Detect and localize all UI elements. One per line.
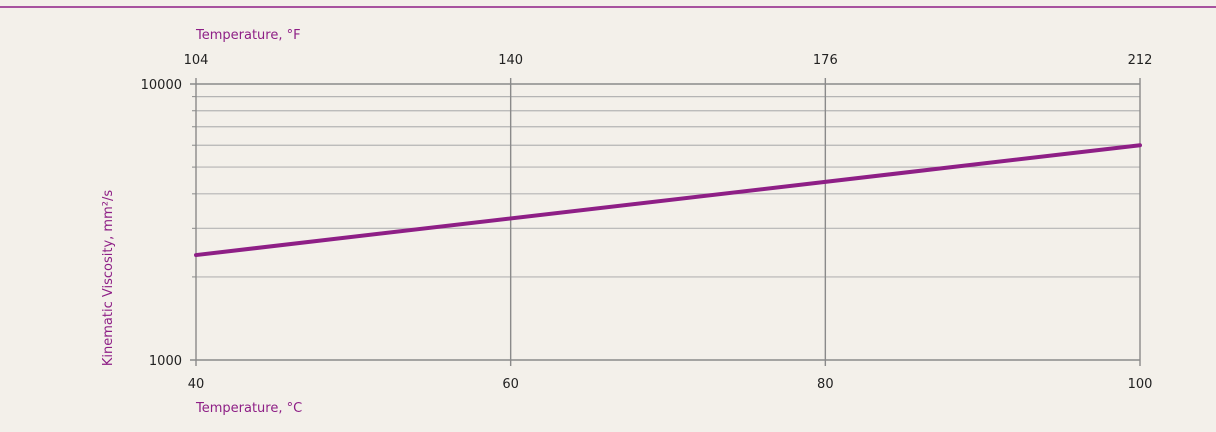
y-axis-title: Kinematic Viscosity, mm²/s — [101, 190, 116, 366]
top-x-axis-title: Temperature, °F — [195, 28, 301, 43]
x-top-tick-label: 212 — [1128, 53, 1153, 68]
y-tick-label: 10000 — [141, 78, 182, 93]
tick-labels: 40 60 80 100 104 140 176 212 1000 10000 — [141, 53, 1153, 392]
axes — [192, 96, 196, 278]
x-bottom-tick-label: 40 — [188, 377, 205, 392]
x-top-tick-label: 140 — [498, 53, 523, 68]
x-bottom-tick-label: 60 — [502, 377, 519, 392]
gridlines — [190, 78, 1141, 366]
y-tick-label: 1000 — [149, 354, 182, 369]
x-bottom-tick-label: 100 — [1128, 377, 1153, 392]
x-bottom-tick-label: 80 — [817, 377, 834, 392]
x-top-tick-label: 104 — [184, 53, 209, 68]
bottom-x-axis-title: Temperature, °C — [195, 401, 302, 416]
data-series — [194, 143, 1142, 258]
x-top-tick-label: 176 — [813, 53, 838, 68]
viscosity-series-line — [194, 143, 1142, 258]
